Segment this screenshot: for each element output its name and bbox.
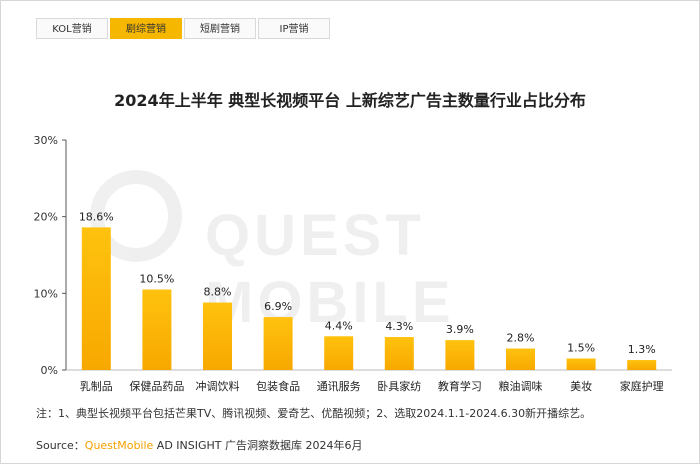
tab-kol-marketing[interactable]: KOL营销: [36, 18, 108, 39]
x-category-label: 教育学习: [438, 379, 482, 393]
y-tick-label: 10%: [34, 287, 58, 300]
tab-short-drama-marketing[interactable]: 短剧营销: [184, 18, 256, 39]
tab-drama-variety-marketing[interactable]: 剧综营销: [110, 18, 182, 39]
x-category-label: 家庭护理: [620, 379, 664, 393]
bar-2: [142, 289, 172, 370]
x-category-label: 保健品药品: [129, 379, 184, 393]
y-tick-label: 20%: [34, 211, 58, 224]
footnote: 注：1、典型长视频平台包括芒果TV、腾讯视频、爱奇艺、优酷视频；2、选取2024…: [36, 407, 592, 420]
x-category-label: 卧具家纺: [377, 379, 421, 393]
x-category-label: 冲调饮料: [196, 379, 240, 393]
x-category-label: 美妆: [570, 380, 592, 393]
y-tick-label: 0%: [41, 364, 58, 377]
bar-value-label: 1.5%: [567, 342, 595, 355]
bar-6: [384, 337, 414, 370]
x-category-label: 粮油调味: [499, 379, 543, 393]
bar-7: [445, 340, 475, 370]
bar-5: [324, 336, 354, 370]
source-brand: QuestMobile: [84, 439, 154, 452]
y-tick-label: 30%: [34, 134, 58, 147]
bar-value-label: 18.6%: [79, 210, 114, 223]
x-category-label: 包装食品: [256, 379, 300, 393]
source-rest: AD INSIGHT 广告洞察数据库 2024年6月: [153, 439, 363, 452]
bar-4: [263, 317, 293, 370]
bar-8: [506, 348, 535, 370]
bar-9: [566, 358, 596, 370]
bar-value-label: 10.5%: [139, 273, 174, 286]
source-prefix: Source：: [36, 439, 85, 452]
x-category-label: 通讯服务: [317, 380, 361, 393]
bar-value-label: 4.4%: [325, 319, 353, 332]
bar-3: [203, 302, 232, 370]
bar-value-label: 6.9%: [264, 300, 292, 313]
bar-10: [627, 360, 657, 370]
bar-value-label: 3.9%: [446, 323, 474, 336]
x-category-label: 乳制品: [80, 380, 113, 393]
bar-value-label: 2.8%: [507, 332, 535, 345]
chart-title: 2024年上半年 典型长视频平台 上新综艺广告主数量行业占比分布: [114, 91, 586, 110]
bar-value-label: 8.8%: [204, 286, 232, 299]
tab-ip-marketing[interactable]: IP营销: [258, 18, 330, 39]
bar-value-label: 1.3%: [628, 343, 656, 356]
bar-value-label: 4.3%: [385, 320, 413, 333]
tab-bar: KOL营销 剧综营销 短剧营销 IP营销: [36, 18, 332, 39]
source-line: Source：QuestMobile AD INSIGHT 广告洞察数据库 20…: [36, 437, 363, 453]
bar-1: [81, 227, 111, 370]
